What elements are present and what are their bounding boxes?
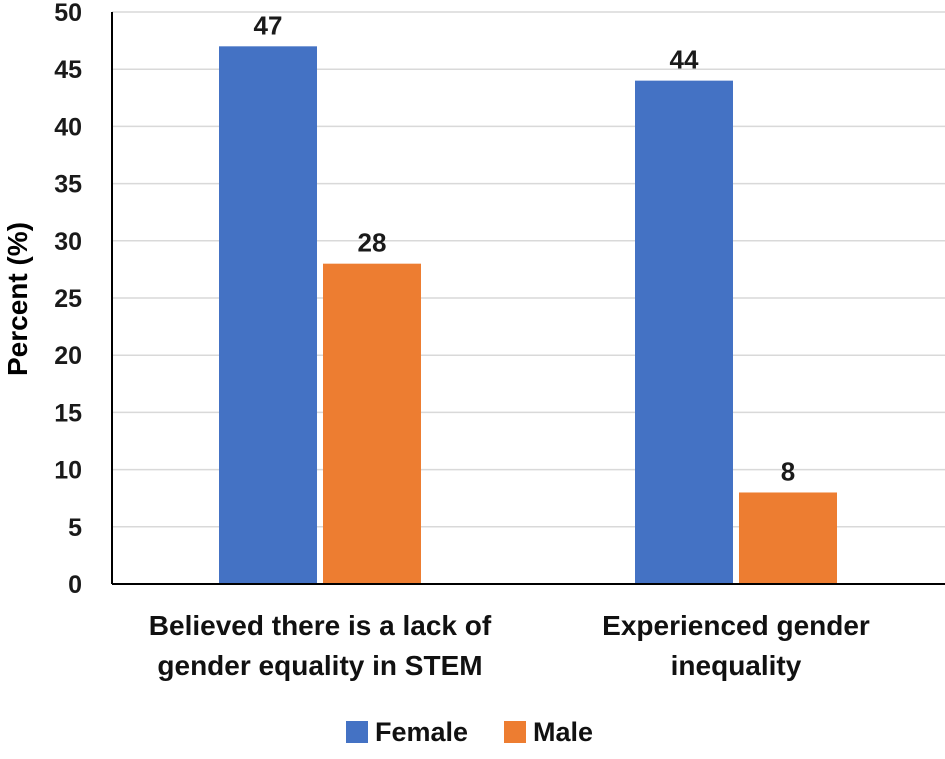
y-tick-label: 30 [54,228,82,256]
y-tick-label: 40 [54,113,82,141]
category-label: Experienced gender [602,610,870,641]
data-label-female: 47 [254,10,283,40]
y-tick-label: 5 [68,514,82,542]
y-tick-label: 0 [68,571,82,599]
y-tick-label: 15 [54,399,82,427]
data-label-female: 44 [670,45,699,75]
axes [111,12,945,585]
y-tick-labels: 0 5 10 15 20 25 30 35 40 45 50 [54,0,82,599]
y-tick-label: 10 [54,457,82,485]
legend: Female Male [346,717,593,747]
bars [219,46,837,584]
y-axis-title: Percent (%) [2,222,33,376]
data-label-male: 28 [358,228,387,258]
bar-male [739,492,837,584]
bar-male [323,263,421,584]
bar-female [219,46,317,584]
y-tick-label: 45 [54,56,82,84]
y-tick-label: 25 [54,285,82,313]
legend-label-female: Female [375,717,468,747]
legend-swatch-male [504,721,526,743]
category-label: inequality [671,650,802,681]
y-tick-label: 35 [54,171,82,199]
legend-swatch-female [346,721,368,743]
bar-female [635,80,733,584]
category-label: Believed there is a lack of [149,610,492,641]
category-labels: Believed there is a lack of gender equali… [149,610,870,681]
legend-label-male: Male [533,717,593,747]
y-tick-label: 50 [54,0,82,27]
y-tick-label: 20 [54,342,82,370]
category-label: gender equality in STEM [157,650,482,681]
data-label-male: 8 [781,456,795,486]
data-labels: 47 28 44 8 [254,10,796,486]
